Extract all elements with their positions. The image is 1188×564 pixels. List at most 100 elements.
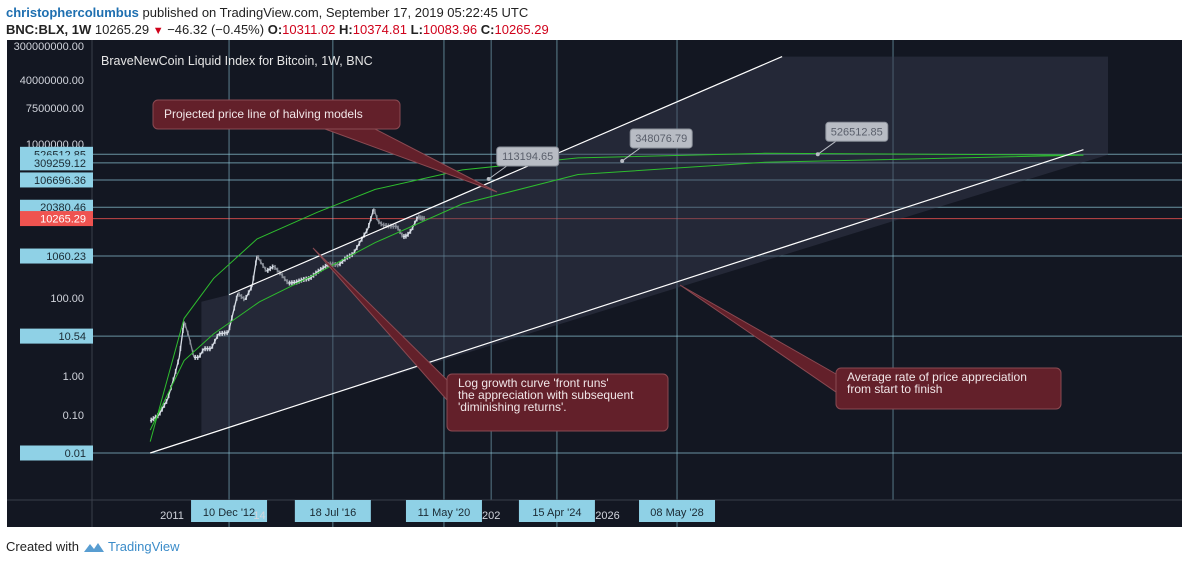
price-box-label: 309259.12 xyxy=(34,158,86,170)
price-candle xyxy=(310,274,312,280)
price-candle xyxy=(365,228,368,234)
y-tick-label: 1000000.00 xyxy=(26,139,84,151)
callout-pointer xyxy=(324,128,498,193)
projection-point xyxy=(486,177,491,182)
price-segment xyxy=(266,265,275,272)
average-appreciation-line xyxy=(149,149,1084,454)
x-date-box xyxy=(191,500,268,522)
price-segment xyxy=(198,348,205,358)
price-box xyxy=(20,155,93,171)
symbol: BNC:BLX, 1W xyxy=(6,22,92,37)
price-candle xyxy=(159,410,161,416)
price-candle xyxy=(233,305,236,311)
price-segment xyxy=(188,336,195,358)
y-tick-label: 7500000.00 xyxy=(26,103,84,115)
price-segment xyxy=(183,321,190,338)
price-candle xyxy=(281,273,284,279)
projection-label-text: 526512.85 xyxy=(831,126,883,138)
x-date-box xyxy=(294,500,371,522)
price-candle xyxy=(264,266,267,272)
price-candle xyxy=(344,256,346,262)
price-candle xyxy=(238,291,240,297)
price-segment xyxy=(406,229,413,237)
last-price: 10265.29 xyxy=(94,22,150,37)
y-tick-label: 100.00 xyxy=(50,293,84,305)
price-candle xyxy=(298,278,300,284)
price-candle xyxy=(240,294,243,300)
x-date-box-label: 08 May '28 xyxy=(650,507,703,519)
price-candle xyxy=(172,377,175,383)
price-candle xyxy=(295,279,298,285)
lower-log-curve xyxy=(149,154,1084,431)
price-segment xyxy=(173,357,180,377)
price-candle xyxy=(187,330,189,336)
publish-info: christophercolumbus published on Trading… xyxy=(6,5,528,20)
price-candle xyxy=(317,268,320,274)
price-candle xyxy=(348,253,351,259)
projection-label-box xyxy=(825,121,889,142)
x-date-box xyxy=(639,500,716,522)
price-candle xyxy=(174,368,177,374)
price-candle xyxy=(152,416,155,422)
price-candle xyxy=(394,223,397,229)
price-candle xyxy=(401,232,403,238)
price-candle xyxy=(368,222,370,228)
annotation-callout xyxy=(446,373,669,432)
price-segment xyxy=(237,292,246,301)
projection-label-pointer xyxy=(621,147,641,162)
price-candle xyxy=(407,231,409,237)
y-axis-panel xyxy=(7,40,92,500)
price-segment xyxy=(373,208,379,221)
x-date-box xyxy=(405,500,482,522)
projection-label-pointer xyxy=(817,140,837,155)
price-segment xyxy=(396,226,404,238)
price-segment xyxy=(377,220,383,226)
price-segment xyxy=(359,228,369,242)
price-candle xyxy=(341,258,344,264)
price-box-label: 106696.36 xyxy=(34,175,86,187)
price-candle xyxy=(403,234,405,240)
price-candle xyxy=(416,216,418,222)
price-segment xyxy=(382,224,390,227)
price-candle xyxy=(226,330,228,336)
author-link[interactable]: christophercolumbus xyxy=(6,5,139,20)
price-segment xyxy=(251,255,258,286)
down-arrow-icon: ▼ xyxy=(152,25,164,37)
price-segment xyxy=(288,281,296,284)
price-box xyxy=(20,248,93,264)
price-box-label: 10265.29 xyxy=(40,214,86,226)
price-candle xyxy=(170,385,172,391)
price-candle xyxy=(216,333,219,339)
open-value: 10311.02 xyxy=(282,22,336,37)
price-box xyxy=(20,146,93,162)
price-candle xyxy=(319,267,322,273)
price-box xyxy=(20,199,93,215)
price-candle xyxy=(247,290,250,296)
tradingview-link[interactable]: TradingView xyxy=(107,539,180,554)
price-candle xyxy=(221,330,223,336)
price-candle xyxy=(303,276,305,282)
annotation-callout xyxy=(152,99,401,130)
price-candle xyxy=(356,245,358,251)
price-candle xyxy=(375,215,378,221)
price-segment xyxy=(158,399,169,416)
price-candle xyxy=(360,236,363,242)
y-tick-label: 1.00 xyxy=(63,371,84,383)
price-candle xyxy=(283,276,286,282)
price-candle xyxy=(390,223,392,229)
price-candle xyxy=(259,259,262,265)
price-candle xyxy=(218,331,221,337)
annotation-callout xyxy=(835,367,1062,410)
y-tick-label: 300000000.00 xyxy=(14,41,84,53)
price-segment xyxy=(149,414,160,422)
price-box-label: 20380.46 xyxy=(40,202,86,214)
price-segment xyxy=(316,263,330,273)
price-candle xyxy=(324,263,327,269)
price-segment xyxy=(309,271,318,279)
price-candle xyxy=(257,255,260,261)
low-label: L: xyxy=(410,22,423,37)
open-label: O: xyxy=(267,22,283,37)
callout-pointer xyxy=(312,247,448,402)
price-segment xyxy=(295,279,303,284)
